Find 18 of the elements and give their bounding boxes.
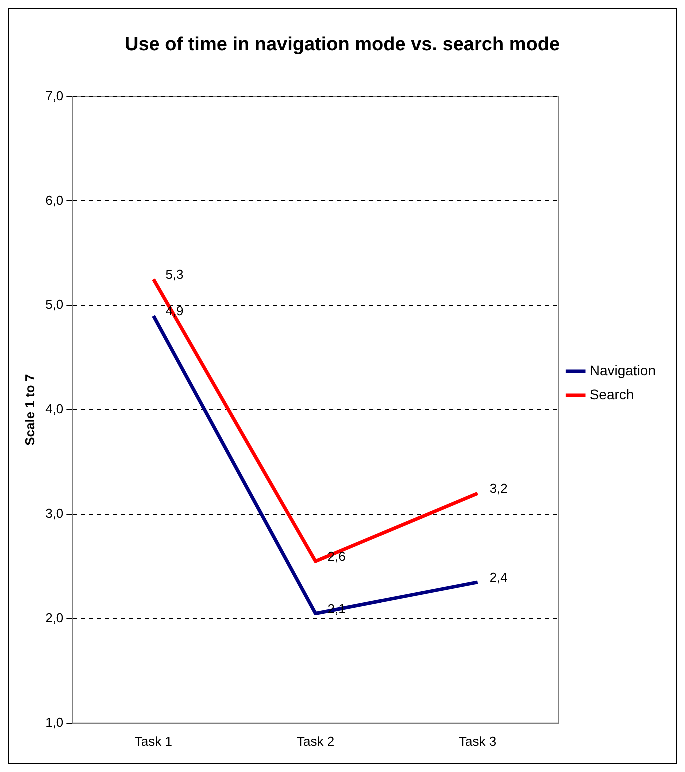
y-tick-label: 6,0 (46, 192, 64, 208)
y-tick-label: 3,0 (46, 506, 64, 522)
x-tick-label: Task 2 (296, 734, 335, 749)
data-label: 5,3 (166, 267, 184, 282)
legend-label: Search (590, 386, 634, 402)
chart-title: Use of time in navigation mode vs. search mode (124, 34, 560, 56)
y-tick-label: 1,0 (46, 714, 64, 730)
x-tick-label: Task 3 (459, 734, 497, 749)
y-tick-label: 5,0 (46, 297, 64, 312)
y-tick-label: 7,0 (46, 88, 64, 104)
data-label: 2,6 (328, 549, 346, 564)
y-axis-title: Scale 1 to 7 (22, 374, 38, 446)
data-label: 2,4 (490, 570, 508, 585)
y-tick-label: 2,0 (46, 610, 64, 626)
data-label: 3,2 (490, 481, 508, 496)
x-tick-label: Task 1 (134, 734, 172, 749)
y-tick-label: 4,0 (46, 402, 64, 417)
legend-label: Navigation (590, 362, 656, 378)
